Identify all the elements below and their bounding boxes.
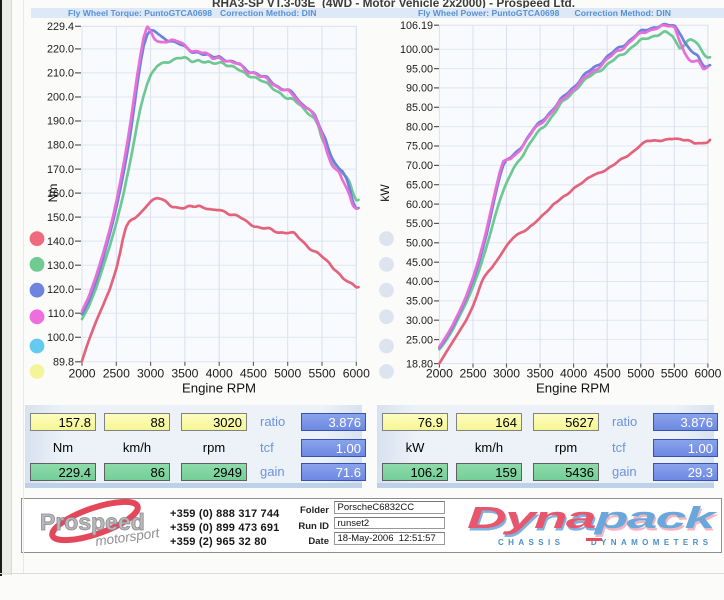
- svg-text:80.00: 80.00: [406, 121, 433, 133]
- svg-text:75.00: 75.00: [406, 141, 433, 153]
- svg-text:Nm: Nm: [46, 184, 60, 203]
- svg-text:229.4: 229.4: [47, 21, 74, 33]
- svg-text:45.00: 45.00: [406, 257, 433, 269]
- svg-text:Prospeed: Prospeed: [40, 509, 145, 535]
- svg-text:2500: 2500: [459, 367, 486, 381]
- svg-text:170.0: 170.0: [47, 164, 74, 176]
- svg-text:18.80: 18.80: [406, 358, 433, 370]
- svg-text:5000: 5000: [627, 367, 654, 381]
- svg-text:160.0: 160.0: [47, 188, 74, 200]
- svg-text:140.0: 140.0: [47, 236, 74, 248]
- svg-text:4000: 4000: [560, 367, 587, 381]
- svg-text:4500: 4500: [240, 367, 267, 381]
- svg-text:5500: 5500: [661, 367, 688, 381]
- svg-text:kW: kW: [378, 184, 392, 202]
- svg-text:150.0: 150.0: [47, 212, 74, 224]
- svg-text:3000: 3000: [137, 367, 164, 381]
- svg-text:6000: 6000: [343, 367, 370, 381]
- svg-text:35.00: 35.00: [406, 296, 433, 308]
- svg-text:Engine RPM: Engine RPM: [536, 381, 610, 396]
- svg-text:5000: 5000: [274, 367, 301, 381]
- svg-text:3500: 3500: [171, 367, 198, 381]
- svg-text:30.00: 30.00: [406, 315, 433, 327]
- svg-text:6000: 6000: [694, 367, 721, 381]
- svg-text:100.0: 100.0: [47, 332, 74, 344]
- svg-text:106.19: 106.19: [400, 20, 433, 32]
- svg-text:210.0: 210.0: [47, 68, 74, 80]
- svg-text:2000: 2000: [426, 367, 453, 381]
- svg-text:110.0: 110.0: [48, 308, 74, 320]
- svg-text:95.00: 95.00: [406, 63, 433, 75]
- svg-text:50.00: 50.00: [406, 238, 433, 250]
- svg-text:220.0: 220.0: [47, 44, 74, 56]
- svg-text:3000: 3000: [493, 367, 520, 381]
- svg-text:4500: 4500: [594, 367, 621, 381]
- svg-text:40.00: 40.00: [406, 276, 433, 288]
- svg-text:130.0: 130.0: [47, 260, 74, 272]
- svg-text:3500: 3500: [527, 367, 554, 381]
- svg-text:Engine RPM: Engine RPM: [182, 381, 256, 396]
- svg-text:2500: 2500: [103, 367, 130, 381]
- svg-text:60.00: 60.00: [406, 199, 433, 211]
- svg-text:70.00: 70.00: [406, 160, 433, 172]
- svg-text:90.00: 90.00: [406, 83, 433, 95]
- svg-text:89.8: 89.8: [53, 357, 74, 369]
- svg-text:5500: 5500: [308, 367, 335, 381]
- svg-text:120.0: 120.0: [47, 284, 74, 296]
- svg-text:85.00: 85.00: [406, 102, 433, 114]
- svg-text:190.0: 190.0: [47, 116, 74, 128]
- svg-text:55.00: 55.00: [406, 218, 433, 230]
- svg-text:2000: 2000: [68, 367, 95, 381]
- svg-text:65.00: 65.00: [406, 179, 433, 191]
- svg-text:100.00: 100.00: [400, 44, 433, 56]
- svg-text:180.0: 180.0: [47, 140, 74, 152]
- svg-text:25.00: 25.00: [406, 334, 433, 346]
- svg-text:200.0: 200.0: [47, 92, 74, 104]
- svg-text:4000: 4000: [206, 367, 233, 381]
